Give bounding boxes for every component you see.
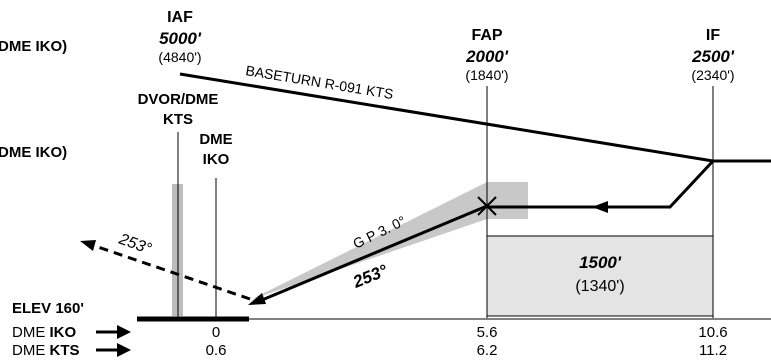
distance-value: 11.2: [699, 342, 727, 359]
iaf-height: (4840'): [158, 49, 201, 65]
if-name: IF: [706, 27, 720, 44]
fap-marker-icon: [477, 196, 497, 216]
final-course-label: 253°: [349, 261, 390, 292]
arrow-right-icon: [96, 343, 131, 357]
distance-value: 10.6: [698, 324, 727, 341]
distance-row-iko: DME IKO 0 5.6 10.6: [12, 324, 728, 341]
glidepath-shade: [250, 182, 528, 300]
dvor-label: DVOR/DME: [138, 91, 219, 108]
intermediate-track-arrow: [592, 201, 608, 213]
distance-row-label: DME KTS: [12, 342, 80, 359]
distance-row-label: DME IKO: [12, 324, 77, 341]
missed-approach-track: [94, 244, 251, 301]
dme-label: DME: [199, 131, 232, 148]
distance-row-kts: DME KTS 0.6 6.2 11.2: [12, 342, 727, 359]
missed-approach-arrow-icon: [80, 240, 96, 251]
distance-value: 0.6: [206, 342, 227, 359]
iaf-name: IAF: [167, 9, 193, 26]
if-altitude: 2500': [691, 47, 735, 66]
box-height: (1340'): [575, 278, 624, 295]
elevation-label: ELEV 160': [12, 300, 84, 317]
intermediate-track: [487, 159, 715, 209]
final-approach-track: [261, 204, 488, 302]
altitude-box: [486, 235, 714, 317]
distance-value: 5.6: [477, 324, 498, 341]
baseturn-track: [179, 72, 714, 163]
fap-name: FAP: [471, 27, 502, 44]
distance-value: 0: [212, 324, 220, 341]
dvor-ident: KTS: [163, 111, 193, 128]
distance-value: 6.2: [477, 342, 498, 359]
side-label-upper: DME IKO): [0, 38, 67, 55]
box-altitude: 1500': [579, 253, 622, 272]
fap-altitude: 2000': [465, 47, 509, 66]
final-approach-arrow: [248, 293, 266, 305]
dme-ident: IKO: [203, 151, 230, 168]
fap-height: (1840'): [465, 67, 508, 83]
side-label-lower: DME IKO): [0, 144, 67, 161]
arrow-right-icon: [96, 325, 131, 339]
if-height: (2340'): [691, 67, 734, 83]
iaf-altitude: 5000': [159, 29, 202, 48]
